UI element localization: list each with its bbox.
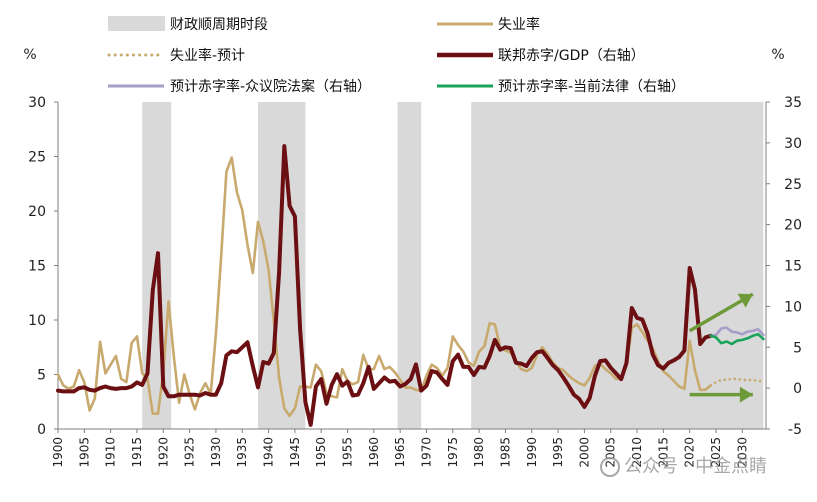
right-tick-label: 20: [784, 218, 802, 234]
x-tick-label: 1955: [341, 437, 355, 468]
x-tick-label: 1945: [288, 437, 302, 468]
x-tick-label: 1930: [209, 437, 223, 468]
right-tick-label: 0: [793, 381, 802, 397]
legend-label: 财政顺周期时段: [170, 17, 268, 33]
left-tick-label: 10: [28, 313, 46, 329]
x-tick-label: 2010: [630, 437, 644, 468]
left-tick-label: 15: [28, 259, 46, 275]
legend-label: 预计赤字率-当前法律（右轴）: [498, 78, 685, 95]
x-tick-label: 1925: [183, 437, 197, 468]
x-tick-label: 1965: [393, 437, 407, 468]
series-line: [709, 326, 765, 338]
right-tick-label: -5: [788, 422, 802, 438]
x-tick-label: 1935: [235, 437, 249, 468]
x-tick-label: 1905: [77, 437, 91, 468]
annotations: [688, 292, 754, 403]
left-tick-label: 30: [28, 95, 46, 111]
legend-swatch-shading: [108, 16, 165, 31]
left-tick-label: 20: [28, 204, 46, 220]
series-line: [56, 156, 713, 418]
x-tick-label: 1950: [314, 437, 328, 468]
left-tick-label: 0: [37, 422, 46, 438]
legend-label: 失业率-预计: [170, 47, 245, 64]
x-tick-label: 1915: [130, 437, 144, 468]
x-tick-label: 1985: [498, 437, 512, 468]
legend-label: 失业率: [498, 16, 540, 33]
x-tick-label: 2025: [709, 437, 723, 468]
shaded-periods: [142, 102, 764, 429]
right-tick-label: 5: [793, 340, 802, 356]
x-tick-label: 2000: [577, 437, 591, 468]
right-tick-label: 25: [784, 177, 802, 193]
left-axis-unit: %: [23, 47, 36, 63]
legend-label: 预计赤字率-众议院法案（右轴）: [170, 78, 371, 95]
x-tick-label: 2020: [683, 437, 697, 468]
left-tick-label: 25: [28, 150, 46, 166]
right-tick-label: 30: [784, 136, 802, 152]
left-tick-label: 5: [37, 368, 46, 384]
x-tick-label: 1995: [551, 437, 565, 468]
x-tick-label: 1920: [156, 437, 170, 468]
series-line: [56, 144, 713, 427]
x-tick-label: 2030: [735, 437, 749, 468]
wechat-icon: [600, 457, 620, 477]
x-tick-label: 1990: [525, 437, 539, 468]
x-tick-label: 2015: [656, 437, 670, 468]
x-tick-label: 1975: [446, 437, 460, 468]
series-line: [709, 332, 765, 346]
shaded-period: [397, 102, 422, 429]
x-tick-label: 1970: [419, 437, 433, 468]
right-tick-label: 10: [784, 299, 802, 315]
series: [56, 144, 765, 427]
x-tick-label: 1910: [104, 437, 118, 468]
watermark: 公众号 · 中金点睛: [600, 452, 767, 478]
x-tick-label: 1900: [51, 437, 65, 468]
x-tick-label: 1940: [262, 437, 276, 468]
right-axis-unit: %: [771, 47, 784, 63]
x-tick-label: 1980: [472, 437, 486, 468]
legend-label: 联邦赤字/GDP（右轴）: [498, 48, 645, 64]
series-line: [709, 377, 765, 387]
x-tick-label: 1960: [367, 437, 381, 468]
watermark-text: 公众号 · 中金点睛: [624, 456, 768, 477]
arrow-head: [737, 293, 753, 308]
right-tick-label: 35: [784, 95, 802, 111]
right-tick-label: 15: [784, 259, 802, 275]
arrow-head: [739, 386, 753, 403]
